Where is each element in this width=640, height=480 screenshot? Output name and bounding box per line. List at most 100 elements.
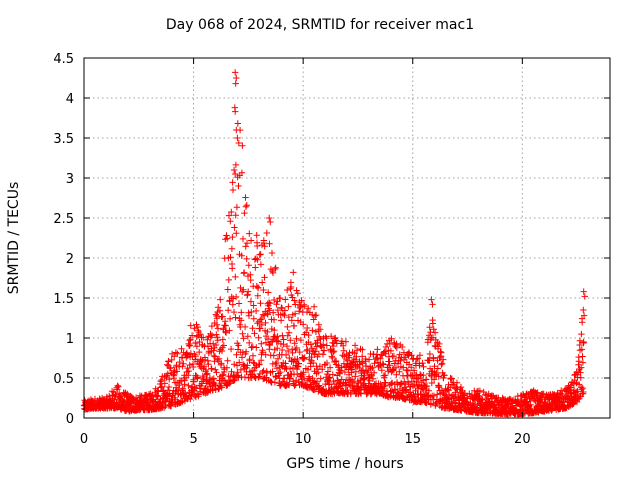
data-point xyxy=(249,343,256,350)
data-point xyxy=(187,395,194,403)
data-point xyxy=(232,80,239,87)
data-point xyxy=(369,364,376,371)
data-point xyxy=(179,385,187,393)
data-point xyxy=(366,377,373,384)
data-point xyxy=(266,214,273,222)
data-point xyxy=(187,336,194,343)
data-point xyxy=(305,305,312,312)
data-point xyxy=(314,339,321,346)
data-point xyxy=(265,299,273,306)
data-point xyxy=(381,372,389,379)
data-point xyxy=(311,312,319,319)
data-point xyxy=(357,390,365,397)
data-point xyxy=(274,345,281,352)
y-tick-label: 3.5 xyxy=(53,132,74,147)
data-point xyxy=(137,393,145,401)
data-point xyxy=(201,356,209,364)
data-point xyxy=(426,350,434,358)
data-point xyxy=(234,134,241,142)
data-point xyxy=(254,292,261,299)
data-point xyxy=(247,298,255,305)
data-point xyxy=(252,255,260,262)
data-point xyxy=(280,336,287,343)
data-point xyxy=(244,362,251,369)
data-point xyxy=(403,386,410,394)
data-point xyxy=(174,350,181,357)
data-point xyxy=(230,166,238,174)
data-point xyxy=(431,363,438,370)
data-point xyxy=(244,333,251,340)
data-point xyxy=(308,345,315,352)
data-point xyxy=(220,342,227,349)
data-point xyxy=(176,381,183,389)
data-point xyxy=(264,328,271,336)
data-point xyxy=(413,356,420,363)
data-point xyxy=(255,284,262,291)
data-point xyxy=(448,398,455,406)
data-point xyxy=(290,269,297,276)
data-point xyxy=(158,376,165,384)
data-point xyxy=(114,382,121,389)
data-point xyxy=(212,386,219,393)
data-point xyxy=(428,296,435,303)
data-point xyxy=(157,384,165,391)
data-point xyxy=(296,348,303,356)
data-point xyxy=(260,239,268,247)
data-point xyxy=(273,337,280,344)
data-point xyxy=(466,390,473,397)
data-point xyxy=(245,288,252,295)
data-point xyxy=(257,357,265,364)
data-points xyxy=(80,69,588,418)
data-point xyxy=(168,356,175,364)
data-point xyxy=(162,398,170,406)
data-point xyxy=(274,355,282,362)
data-point xyxy=(316,326,324,333)
data-point xyxy=(239,330,246,337)
data-point xyxy=(246,339,253,347)
data-point xyxy=(246,230,253,237)
data-point xyxy=(259,279,266,286)
data-point xyxy=(220,371,227,378)
data-point xyxy=(185,372,192,379)
data-point xyxy=(287,285,294,292)
x-axis-label: GPS time / hours xyxy=(286,456,404,472)
data-point xyxy=(403,366,410,374)
data-point xyxy=(301,303,308,310)
data-point xyxy=(476,387,484,394)
data-point xyxy=(226,297,234,304)
data-point xyxy=(214,356,221,363)
data-point xyxy=(285,329,293,336)
data-point xyxy=(390,352,398,360)
data-point xyxy=(194,374,201,381)
data-point xyxy=(205,361,212,368)
data-point xyxy=(329,342,337,350)
data-point xyxy=(227,345,235,353)
data-point xyxy=(323,335,330,342)
data-point xyxy=(255,334,262,341)
data-point xyxy=(423,382,431,390)
data-point xyxy=(359,353,366,360)
data-point xyxy=(272,264,279,271)
data-point xyxy=(580,338,587,346)
data-point xyxy=(430,326,437,333)
data-point xyxy=(287,337,294,344)
data-point xyxy=(274,298,281,305)
data-point xyxy=(310,316,317,323)
data-point xyxy=(251,364,259,371)
data-point xyxy=(393,344,400,351)
data-point xyxy=(191,325,198,332)
data-point xyxy=(225,307,232,314)
data-point xyxy=(379,360,386,367)
data-point xyxy=(288,317,295,324)
data-point xyxy=(242,243,249,250)
data-point xyxy=(190,363,197,371)
data-point xyxy=(236,359,243,366)
data-point xyxy=(262,351,269,358)
data-point xyxy=(235,374,242,381)
data-point xyxy=(580,288,587,295)
y-axis-label: SRMTID / TECUs xyxy=(6,181,22,295)
data-point xyxy=(428,379,435,387)
data-point xyxy=(233,204,241,211)
y-tick-label: 0.5 xyxy=(53,372,74,387)
